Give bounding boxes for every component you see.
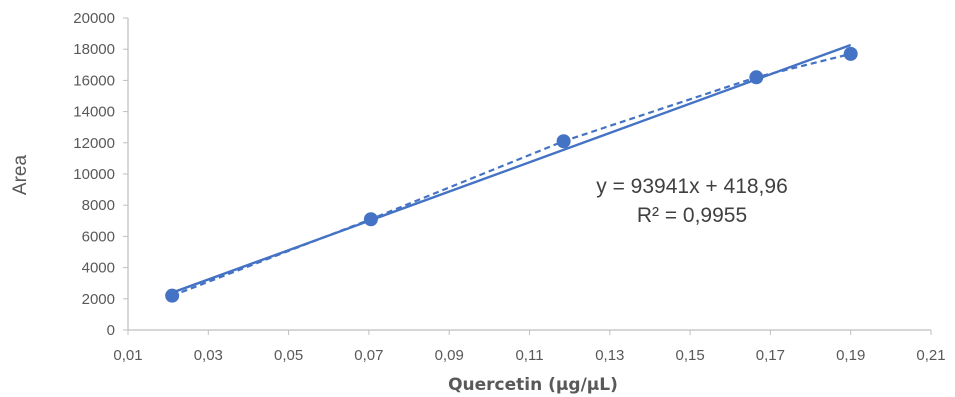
y-tick-label: 16000 xyxy=(73,72,115,89)
data-point xyxy=(556,134,571,149)
x-tick-label: 0,09 xyxy=(435,347,464,364)
data-point xyxy=(843,46,858,61)
x-tick-label: 0,01 xyxy=(113,347,142,364)
y-tick-label: 18000 xyxy=(73,41,115,58)
y-tick-label: 12000 xyxy=(73,135,115,152)
y-tick-label: 4000 xyxy=(82,260,115,277)
y-tick-label: 2000 xyxy=(82,291,115,308)
y-tick-label: 20000 xyxy=(73,10,115,27)
data-point xyxy=(749,70,764,85)
linear-trendline xyxy=(171,43,852,294)
x-tick-label: 0,17 xyxy=(756,347,785,364)
data-point xyxy=(363,212,378,227)
x-tick-label: 0,11 xyxy=(515,347,543,364)
r-squared-label: R² = 0,9955 xyxy=(637,204,747,227)
x-tick-labels: 0,01 0,03 0,05 0,07 0,09 0,11 0,13 0,15 0,17 0,19… xyxy=(113,330,946,364)
y-tick-label: 0 xyxy=(107,322,115,339)
y-tick-label: 6000 xyxy=(82,228,115,245)
data-point xyxy=(165,288,180,303)
y-tick-label: 10000 xyxy=(73,166,115,183)
x-tick-label: 0,03 xyxy=(194,347,223,364)
y-tick-labels: 0 2000 4000 6000 8000 10000 12000 14000 16000 180… xyxy=(73,10,128,339)
x-tick-label: 0,15 xyxy=(675,347,704,364)
x-tick-label: 0,13 xyxy=(595,347,624,364)
x-tick-label: 0,07 xyxy=(354,347,383,364)
x-tick-label: 0,21 xyxy=(916,347,945,364)
x-axis-title: Quercetin (µg/µL) xyxy=(448,375,618,395)
axes xyxy=(127,18,931,331)
x-tick-label: 0,19 xyxy=(836,347,865,364)
y-tick-label: 8000 xyxy=(82,197,115,214)
series xyxy=(165,43,858,303)
trendline-equation: y = 93941x + 418,96 xyxy=(596,175,788,198)
y-tick-label: 14000 xyxy=(73,104,115,121)
y-axis-title: Area xyxy=(10,155,31,196)
x-tick-label: 0,05 xyxy=(274,347,303,364)
